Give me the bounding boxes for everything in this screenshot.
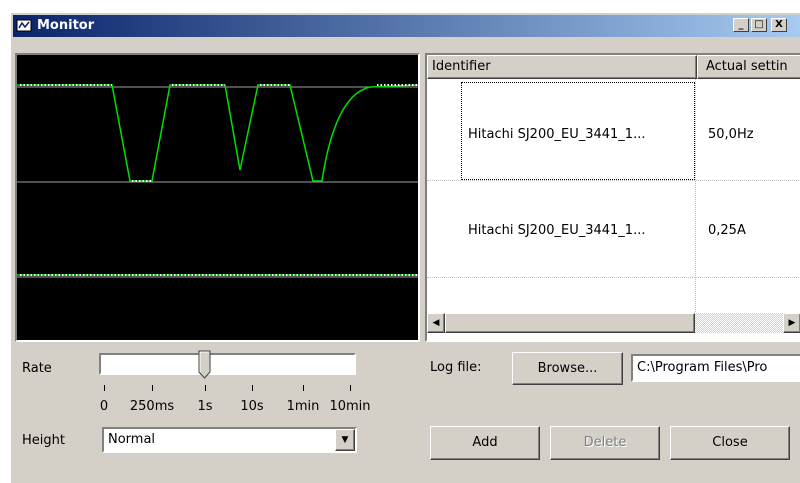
scroll-right[interactable]: ▶ <box>783 313 800 333</box>
tick-mark <box>303 385 304 391</box>
row-separator <box>427 277 800 278</box>
browse-button[interactable]: Browse... <box>512 352 623 385</box>
delete-button[interactable]: Delete <box>550 426 660 460</box>
row-identifier[interactable]: Hitachi SJ200_EU_3441_1... <box>468 127 646 142</box>
row-setting[interactable]: 0,25A <box>708 223 746 238</box>
scroll-thumb[interactable] <box>445 313 695 333</box>
trace-1 <box>17 84 418 182</box>
add-button[interactable]: Add <box>430 426 540 460</box>
log-path-field[interactable]: C:\Program Files\Pro <box>631 354 800 382</box>
row-identifier[interactable]: Hitachi SJ200_EU_3441_1... <box>468 223 646 238</box>
rate-slider-track[interactable] <box>99 353 356 375</box>
scroll-left[interactable]: ◀ <box>427 313 445 333</box>
column-header[interactable]: Identifier <box>427 55 697 79</box>
height-label: Height <box>22 433 65 448</box>
rate-label: Rate <box>22 361 52 376</box>
height-combobox[interactable]: Normal ▼ <box>102 427 357 453</box>
tick-mark <box>205 385 206 391</box>
page: Monitor _ □ X Identifier Actual settin H… <box>10 12 800 483</box>
tick-mark <box>350 385 351 391</box>
close-window-button[interactable]: X <box>771 18 787 32</box>
combobox-arrow[interactable]: ▼ <box>335 429 355 451</box>
minimize-button[interactable]: _ <box>733 18 749 32</box>
window-title: Monitor <box>37 18 95 33</box>
graph-panel <box>15 53 420 342</box>
log-path: C:\Program Files\Pro <box>637 360 768 375</box>
trace-1-samples <box>20 84 418 182</box>
rate-slider-thumb[interactable] <box>198 350 212 380</box>
column-separator <box>695 79 696 314</box>
column-header[interactable]: Actual settin <box>697 55 800 79</box>
tick-mark <box>152 385 153 391</box>
maximize-button[interactable]: □ <box>751 18 767 32</box>
combobox-value: Normal <box>108 432 156 447</box>
graph <box>17 84 418 278</box>
app-icon <box>16 19 32 32</box>
tick-label: 1min <box>286 399 320 414</box>
tick-label: 10min <box>329 399 371 414</box>
list-view: Identifier Actual settin Hitachi SJ200_E… <box>425 53 800 342</box>
tick-label: 1s <box>197 399 213 414</box>
tick-mark <box>252 385 253 391</box>
log-file-label: Log file: <box>430 360 482 375</box>
tick-label: 10s <box>240 399 264 414</box>
tick-mark <box>104 385 105 391</box>
focus-rect <box>461 82 695 180</box>
tick-label: 250ms <box>129 399 175 414</box>
close-button[interactable]: Close <box>670 426 790 460</box>
row-separator <box>427 180 800 181</box>
tick-label: 0 <box>99 399 109 414</box>
row-setting[interactable]: 50,0Hz <box>708 127 754 142</box>
title-bar: Monitor <box>13 15 800 37</box>
